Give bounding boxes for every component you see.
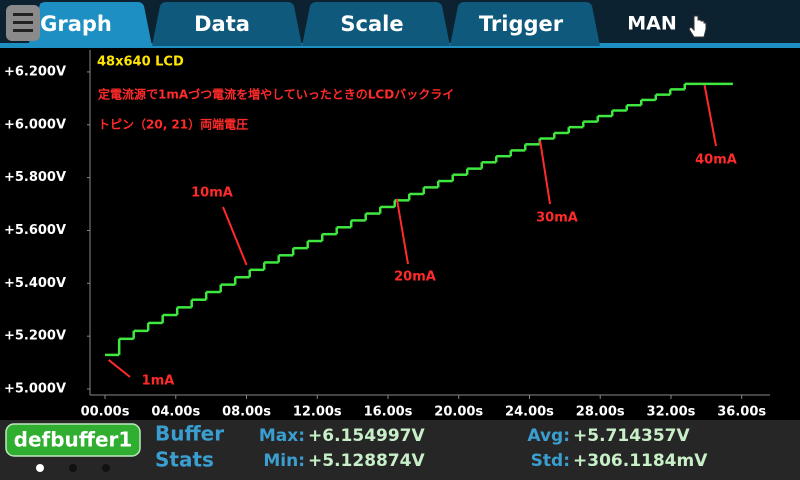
stat-label: Min:	[263, 451, 305, 471]
tab-trigger[interactable]	[450, 2, 600, 46]
range-mode[interactable]: MAN	[627, 13, 677, 35]
y-tick-label: +5.400V	[4, 276, 66, 291]
footer-label: Buffer	[155, 422, 224, 446]
annotation-arrow	[107, 359, 131, 378]
annotation: 40mA	[695, 153, 737, 168]
menu-icon	[13, 29, 33, 32]
tab-label[interactable]: Graph	[40, 12, 112, 36]
annotation: 1mA	[142, 374, 175, 389]
tab-scale[interactable]	[302, 2, 450, 46]
y-tick-label: +5.000V	[4, 382, 66, 397]
tab-data[interactable]	[152, 2, 302, 46]
stat-value: +6.154997V	[308, 426, 426, 446]
x-tick-label: 28.00s	[576, 405, 625, 420]
stat-value: +306.1184mV	[573, 451, 708, 471]
annotation-arrow	[395, 198, 409, 265]
annotation-arrow	[703, 84, 717, 147]
y-tick-label: +5.200V	[4, 329, 66, 344]
tab-label[interactable]: Scale	[340, 12, 403, 36]
x-tick-label: 12.00s	[293, 405, 342, 420]
y-tick-label: +6.000V	[4, 117, 66, 132]
stat-value: +5.128874V	[308, 451, 426, 471]
x-tick-label: 24.00s	[505, 405, 554, 420]
stat-label: Avg:	[527, 426, 570, 446]
annotation-arrow	[539, 140, 551, 205]
annotation: 20mA	[394, 270, 436, 285]
page-dot	[102, 464, 110, 472]
hand-icon	[688, 15, 707, 38]
x-tick-label: 08.00s	[222, 405, 271, 420]
annotation: 10mA	[191, 186, 233, 201]
note: トピン（20, 21）両端電圧	[98, 117, 248, 132]
stat-label: Std:	[531, 451, 570, 471]
menu-icon	[13, 13, 33, 16]
x-tick-label: 04.00s	[151, 405, 200, 420]
y-tick-label: +6.200V	[4, 64, 66, 79]
buffer-name[interactable]: defbuffer1	[14, 428, 133, 452]
annotation: 30mA	[536, 211, 578, 226]
note: 定電流源で1mAづつ電流を増やしていったときのLCDバックライ	[98, 87, 454, 102]
tab-label[interactable]: Data	[194, 12, 250, 36]
stat-value: +5.714357V	[573, 426, 691, 446]
menu-icon	[13, 21, 33, 24]
x-tick-label: 16.00s	[364, 405, 413, 420]
y-tick-label: +5.600V	[4, 223, 66, 238]
x-tick-label: 32.00s	[647, 405, 696, 420]
tab-graph[interactable]	[28, 2, 152, 46]
stat-label: Max:	[259, 426, 305, 446]
x-tick-label: 20.00s	[434, 405, 483, 420]
page-dot	[69, 464, 77, 472]
y-tick-label: +5.800V	[4, 170, 66, 185]
footer-label: Stats	[155, 448, 214, 472]
page-dot	[36, 464, 44, 472]
tab-label[interactable]: Trigger	[479, 12, 564, 36]
x-tick-label: 36.00s	[717, 405, 766, 420]
chart-title: 48x640 LCD	[97, 55, 184, 70]
plot: 48x640 LCD 定電流源で1mAづつ電流を増やしていったときのLCDバック…	[4, 50, 770, 420]
buffer-button[interactable]	[5, 423, 141, 457]
annotation-arrow	[222, 206, 248, 266]
x-tick-label: 00.00s	[81, 405, 130, 420]
